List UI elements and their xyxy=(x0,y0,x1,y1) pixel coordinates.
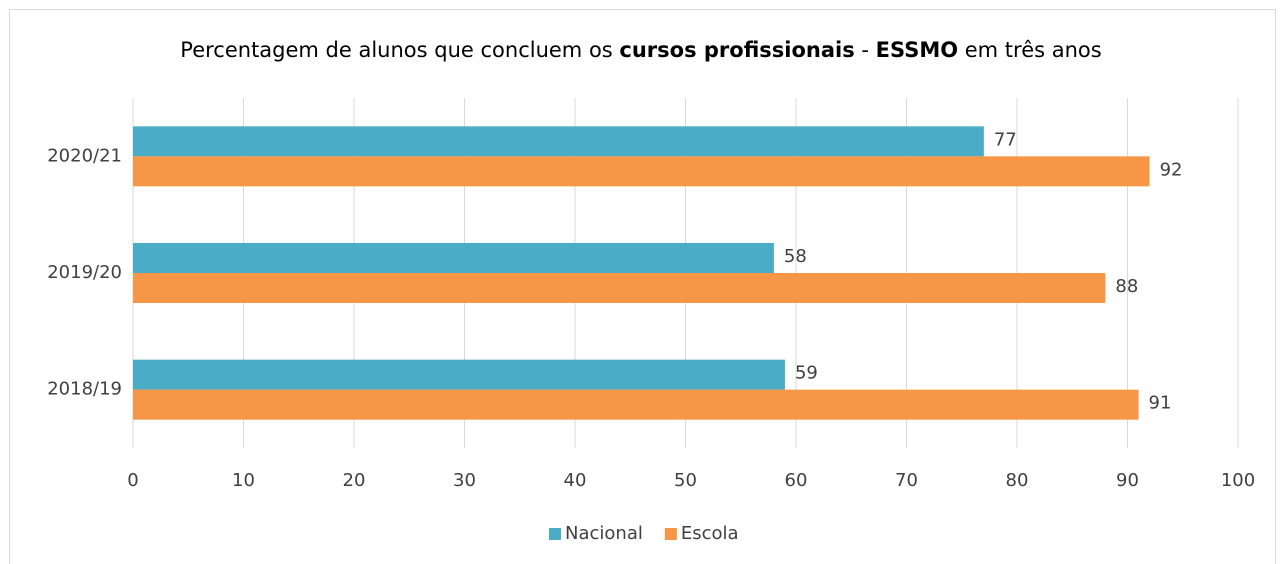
y-tick-label: 2019/20 xyxy=(47,262,122,283)
data-label: 58 xyxy=(784,246,807,267)
title-part: ESSMO xyxy=(876,38,958,62)
bar xyxy=(133,156,1150,187)
x-tick-label: 10 xyxy=(232,470,255,491)
title-part: - xyxy=(855,38,876,62)
x-tick-label: 100 xyxy=(1221,470,1255,491)
x-tick-label: 90 xyxy=(1116,470,1139,491)
x-tick-label: 30 xyxy=(453,470,476,491)
legend-swatch xyxy=(549,528,561,540)
x-tick-label: 20 xyxy=(343,470,366,491)
title-part: cursos profissionais xyxy=(619,38,854,62)
title-part: Percentagem de alunos que concluem os xyxy=(180,38,619,62)
x-tick-label: 70 xyxy=(895,470,918,491)
bar xyxy=(133,389,1139,420)
title-part: em três anos xyxy=(958,38,1102,62)
y-tick-label: 2018/19 xyxy=(47,379,122,400)
chart-title: Percentagem de alunos que concluem os cu… xyxy=(180,38,1101,62)
data-label: 91 xyxy=(1149,393,1172,414)
bar xyxy=(133,359,785,390)
data-label: 92 xyxy=(1160,159,1183,180)
data-label: 59 xyxy=(795,363,818,384)
bar xyxy=(133,243,774,273)
legend-label: Nacional xyxy=(565,523,643,544)
data-label: 88 xyxy=(1115,276,1138,297)
bar xyxy=(133,273,1106,303)
x-tick-label: 80 xyxy=(1006,470,1029,491)
data-label: 77 xyxy=(994,129,1017,150)
y-tick-label: 2020/21 xyxy=(47,145,122,166)
x-tick-label: 50 xyxy=(674,470,697,491)
bar xyxy=(133,126,984,157)
legend-swatch xyxy=(664,528,677,540)
x-tick-label: 0 xyxy=(127,470,138,491)
x-tick-label: 60 xyxy=(785,470,808,491)
legend-label: Escola xyxy=(681,523,739,544)
x-tick-label: 40 xyxy=(564,470,587,491)
